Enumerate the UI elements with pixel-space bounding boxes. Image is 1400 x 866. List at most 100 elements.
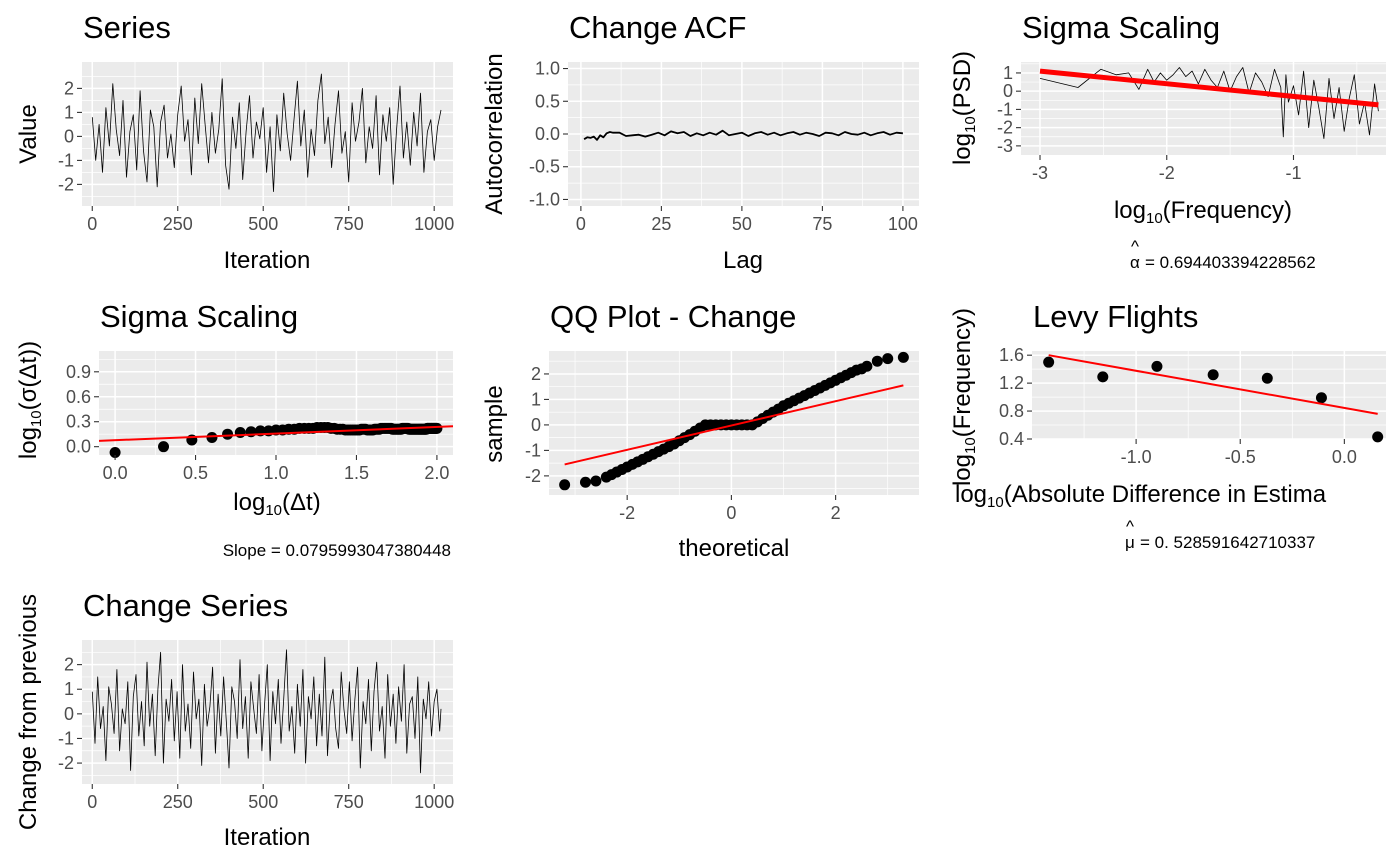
x-tick-label: -2 bbox=[1159, 163, 1175, 183]
data-point bbox=[234, 427, 246, 439]
y-tick-label: 0 bbox=[531, 415, 541, 435]
x-axis-label: theoretical bbox=[679, 535, 790, 562]
gridlines bbox=[82, 62, 453, 206]
x-tick-label: 1.5 bbox=[344, 463, 369, 483]
x-tick-label: 500 bbox=[248, 792, 278, 812]
mu-symbol: μ bbox=[1125, 533, 1135, 552]
y-tick-label: -1 bbox=[58, 728, 74, 748]
chart-title: Change ACF bbox=[569, 10, 747, 45]
data-point bbox=[109, 447, 121, 459]
x-tick-label: 100 bbox=[888, 214, 918, 234]
fit-line bbox=[98, 425, 454, 442]
y-tick-label: -0.5 bbox=[529, 157, 560, 177]
y-tick-label: 1.2 bbox=[999, 373, 1024, 393]
panel-sigma-scaling-psd: Sigma Scaling -3 -2 -1-3-2-101 log10(Frequ… bbox=[949, 10, 1386, 272]
alpha-symbol: α bbox=[1130, 253, 1140, 272]
x-tick-label: 0 bbox=[87, 792, 97, 812]
data-point bbox=[882, 353, 894, 365]
y-axis-label: log10(σ(Δt)) bbox=[15, 341, 45, 459]
x-tick-label: -1 bbox=[1285, 163, 1301, 183]
y-tick-label: -1 bbox=[525, 440, 541, 460]
marks bbox=[559, 351, 909, 491]
fit-line bbox=[1048, 354, 1378, 415]
x-tick-label: 0 bbox=[726, 503, 736, 523]
x-axis-label: log10(Frequency) bbox=[1114, 197, 1292, 227]
y-tick-label: 1 bbox=[1003, 63, 1013, 83]
fit-line bbox=[564, 384, 904, 466]
panel-change-series: Change Series 0 250 500 750 1000 -2 -1 0 1 2 Iter… bbox=[15, 588, 454, 851]
y-tick-label: 2 bbox=[64, 78, 74, 98]
data-point bbox=[897, 351, 909, 363]
y-tick-label: -2 bbox=[58, 753, 74, 773]
y-tick-label: 0.0 bbox=[535, 124, 560, 144]
data-point bbox=[1207, 369, 1219, 381]
marks bbox=[91, 649, 442, 774]
series-line bbox=[1039, 67, 1379, 140]
x-tick-label: 750 bbox=[334, 214, 364, 234]
x-axis-label: Lag bbox=[723, 247, 763, 274]
data-point bbox=[871, 355, 883, 367]
x-tick-label: 0.5 bbox=[183, 463, 208, 483]
data-point bbox=[222, 428, 234, 440]
y-tick-label: 1.6 bbox=[999, 345, 1024, 365]
x-axis-label: log10(Δt) bbox=[233, 489, 320, 519]
x-tick-label: -2 bbox=[619, 503, 635, 523]
x-tick-label: 0 bbox=[87, 214, 97, 234]
hat-accent: ^ bbox=[1131, 237, 1139, 256]
x-tick-label: 50 bbox=[732, 214, 752, 234]
x-tick-label: 1000 bbox=[414, 214, 454, 234]
mu-annotation: = 0. 528591642710337 bbox=[1140, 533, 1315, 552]
x-tick-label: 25 bbox=[651, 214, 671, 234]
y-axis-label: Autocorrelation bbox=[481, 53, 508, 214]
alpha-annotation: = 0.694403394228562 bbox=[1145, 253, 1316, 272]
gridlines bbox=[82, 640, 453, 784]
panel-sigma-scaling-dt: Sigma Scaling 0.0 0.5 1.0 1.5 2.00.00.30.60.… bbox=[15, 299, 454, 560]
data-point bbox=[579, 476, 591, 488]
y-tick-label: 0.4 bbox=[999, 429, 1024, 449]
x-tick-label: 1000 bbox=[414, 792, 454, 812]
marks bbox=[91, 73, 442, 193]
y-tick-label: -1.0 bbox=[529, 189, 560, 209]
y-axis-label: log10(Frequency) bbox=[949, 308, 979, 486]
x-tick-label: 2 bbox=[831, 503, 841, 523]
x-tick-label: 0.0 bbox=[103, 463, 128, 483]
data-point bbox=[158, 441, 170, 453]
data-point bbox=[1151, 360, 1163, 372]
ticks: 0 250 500 750 1000 -2 -1 0 1 2 bbox=[58, 655, 454, 812]
plot-panel bbox=[1032, 351, 1386, 439]
chart-title: QQ Plot - Change bbox=[550, 299, 796, 334]
chart-title: Change Series bbox=[83, 588, 288, 623]
marks bbox=[1039, 67, 1379, 140]
chart-title: Series bbox=[83, 10, 171, 45]
x-tick-label: -1.0 bbox=[1121, 447, 1152, 467]
data-point bbox=[861, 360, 873, 372]
data-point bbox=[1097, 371, 1109, 383]
y-tick-label: 0.0 bbox=[66, 437, 91, 457]
panel-qq-plot: QQ Plot - Change -2 0 2 -2 -1 0 1 2 theoretical… bbox=[481, 299, 919, 562]
x-axis-label: Iteration bbox=[224, 824, 311, 851]
y-tick-label: 0.5 bbox=[535, 91, 560, 111]
y-tick-label: 1 bbox=[64, 679, 74, 699]
y-tick-label: -2 bbox=[525, 466, 541, 486]
data-point bbox=[590, 475, 602, 487]
y-tick-label: -3 bbox=[997, 136, 1013, 156]
y-tick-label: 1 bbox=[531, 389, 541, 409]
x-tick-label: 500 bbox=[248, 214, 278, 234]
data-point bbox=[206, 432, 218, 444]
y-tick-label: 1 bbox=[64, 102, 74, 122]
y-tick-label: -1 bbox=[997, 99, 1013, 119]
series-line bbox=[583, 129, 903, 141]
y-tick-label: 2 bbox=[531, 364, 541, 384]
x-tick-label: -0.5 bbox=[1225, 447, 1256, 467]
y-tick-label: 0 bbox=[64, 704, 74, 724]
marks bbox=[98, 422, 454, 459]
panel-series: Series 0 250 500 750 1000 -2 -1 0 1 2 Iteration V… bbox=[15, 10, 454, 274]
data-point bbox=[1043, 356, 1055, 368]
chart-title: Levy Flights bbox=[1033, 299, 1198, 334]
x-tick-label: 1.0 bbox=[263, 463, 288, 483]
x-tick-label: 0.0 bbox=[1332, 447, 1357, 467]
y-tick-label: -2 bbox=[58, 174, 74, 194]
chart-title: Sigma Scaling bbox=[100, 299, 298, 334]
x-tick-label: -3 bbox=[1032, 163, 1048, 183]
